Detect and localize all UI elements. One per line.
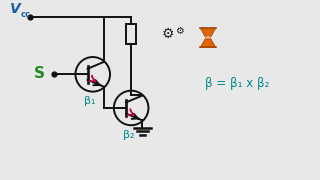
FancyBboxPatch shape [126,24,136,44]
Polygon shape [206,36,210,37]
Text: β₁: β₁ [84,96,96,106]
Text: S: S [34,66,45,81]
Text: ⚙: ⚙ [175,26,184,36]
Text: β = β₁ x β₂: β = β₁ x β₂ [205,77,269,90]
Text: cc: cc [21,10,31,19]
Polygon shape [200,39,216,47]
Text: ⚙: ⚙ [161,27,174,41]
Text: V: V [10,2,21,16]
Polygon shape [200,28,216,37]
Text: β₂: β₂ [123,130,134,140]
